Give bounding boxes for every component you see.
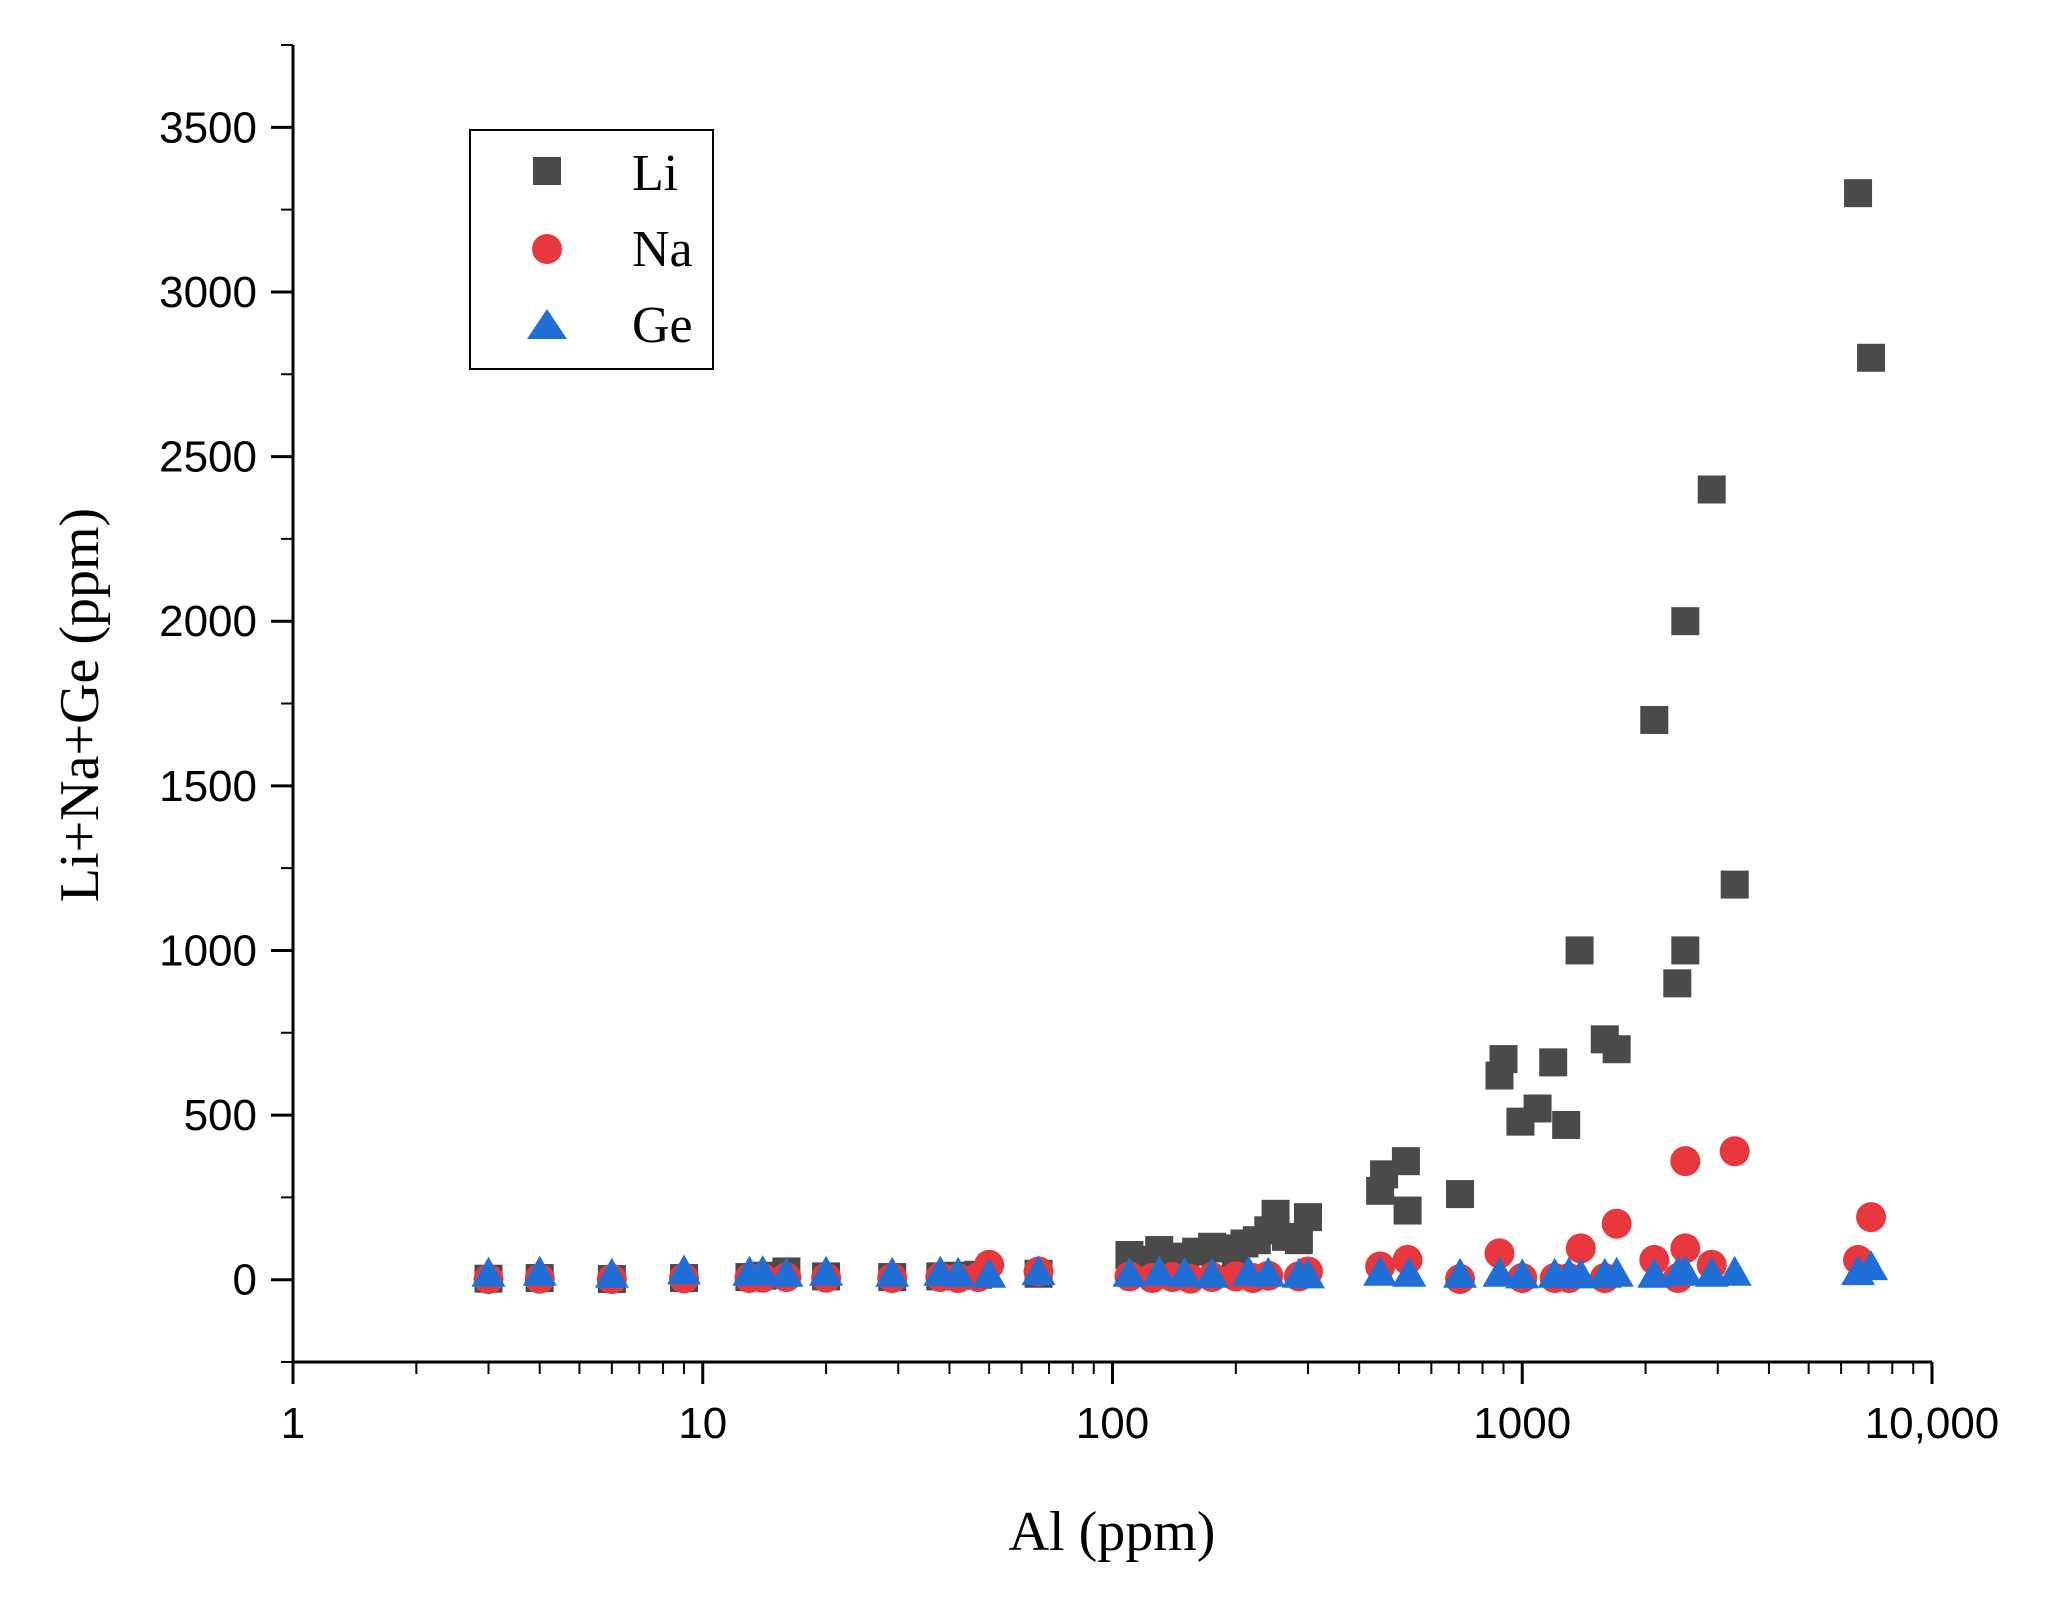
x-ticks: 1 10 100 1000 10,000 [281,1362,2000,1448]
y-tick-label: 3500 [159,103,257,152]
point-li [1663,969,1692,998]
legend-li-label: Li [632,145,678,202]
point-ge [745,1255,780,1286]
point-li [1857,343,1886,372]
legend-ge-label: Ge [632,297,693,354]
point-ge [941,1256,976,1287]
point-ge [1167,1256,1202,1287]
point-na [1670,1146,1701,1177]
point-ge [769,1256,804,1287]
point-ge [471,1256,506,1287]
series-ge [471,1250,1889,1289]
point-ge [1599,1256,1634,1287]
point-ge [594,1257,629,1288]
point-na [1670,1233,1701,1264]
point-ge [1291,1258,1326,1289]
point-ge [1392,1256,1427,1287]
point-li [1446,1180,1475,1209]
x-tick-label: 1 [281,1399,305,1448]
y-tick-label: 3000 [159,268,257,317]
point-na [1719,1136,1750,1167]
point-ge [1021,1255,1056,1286]
point-li [1539,1048,1568,1077]
legend: Li Na Ge [469,129,714,370]
point-ge [1482,1256,1517,1287]
y-tick-label: 2500 [159,433,257,482]
y-tick-label: 1000 [159,926,257,975]
point-li [1552,1110,1581,1139]
y-axis-title: Li+Na+Ge (ppm) [49,508,111,902]
legend-box [469,129,714,370]
point-li [1602,1035,1631,1064]
point-li [1565,936,1594,965]
point-ge [809,1255,844,1286]
point-ge [1195,1257,1230,1288]
point-li [1489,1045,1518,1074]
y-tick-label: 2000 [159,597,257,646]
y-tick-label: 500 [184,1091,257,1140]
x-tick-label: 10 [678,1399,727,1448]
point-li [1391,1147,1420,1176]
point-ge [1854,1250,1889,1281]
point-na [1484,1238,1515,1269]
point-li [1393,1196,1422,1225]
point-li [1697,475,1726,504]
y-tick-label: 0 [233,1256,257,1305]
legend-ge-marker [527,309,567,339]
point-ge [1505,1258,1540,1289]
point-ge [972,1257,1007,1288]
point-ge [1563,1258,1598,1289]
point-li [1640,705,1669,734]
y-tick-label: 1500 [159,762,257,811]
point-li [1720,870,1749,899]
point-li [1844,179,1873,208]
point-na [1601,1208,1632,1239]
x-tick-label: 10,000 [1865,1399,2000,1448]
point-ge [1142,1255,1177,1286]
point-li [1523,1094,1552,1123]
x-axis-title: Al (ppm) [1009,1501,1216,1563]
x-tick-label: 1000 [1473,1399,1571,1448]
point-na [1565,1233,1596,1264]
legend-na-label: Na [632,221,693,278]
point-ge [1694,1256,1729,1287]
axes: 1 10 100 1000 10,000 0 500 1000 1500 2000 2500 300… [159,44,2000,1448]
point-ge [522,1255,557,1286]
point-li [1671,936,1700,965]
point-li [1671,607,1700,636]
point-ge [1637,1257,1672,1288]
point-ge [1668,1255,1703,1286]
point-ge [667,1254,702,1285]
point-ge [1112,1256,1147,1287]
point-ge [1443,1257,1478,1288]
point-ge [875,1256,910,1287]
point-ge [1363,1255,1398,1286]
legend-li-marker [533,157,561,185]
y-ticks: 0 500 1000 1500 2000 2500 3000 3500 [159,44,293,1363]
x-tick-label: 100 [1076,1399,1149,1448]
point-ge [1251,1256,1286,1287]
point-li [1294,1203,1323,1232]
point-ge [1717,1255,1752,1286]
point-na [1856,1202,1887,1233]
data-points [471,179,1889,1295]
legend-na-marker [532,234,562,264]
